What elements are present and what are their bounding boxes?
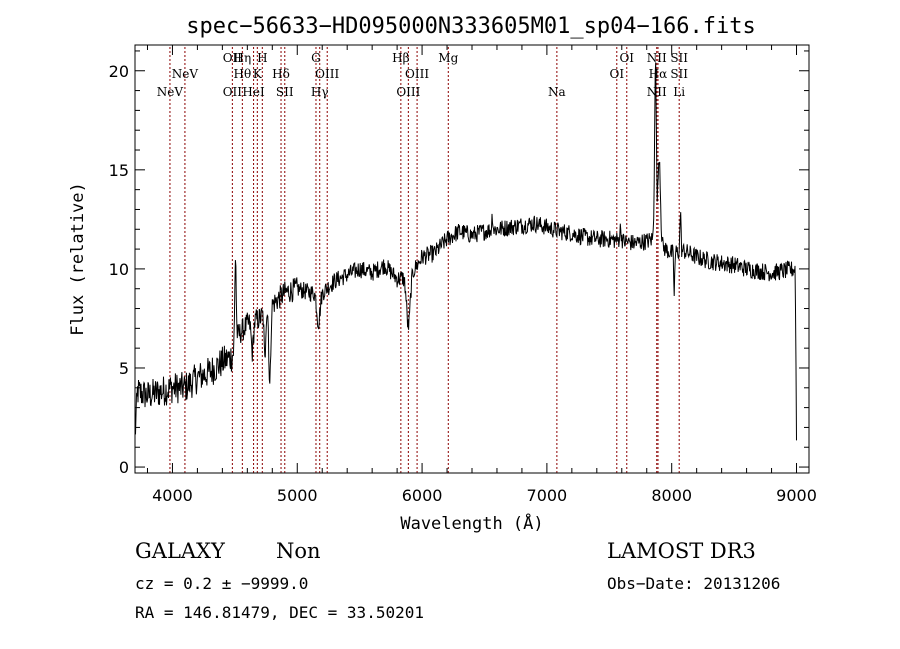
x-tick-label: 8000 — [651, 486, 692, 505]
y-tick-label: 0 — [119, 458, 129, 477]
x-tick-label: 5000 — [277, 486, 318, 505]
line-label: OII — [223, 85, 243, 99]
x-tick-label: 9000 — [776, 486, 817, 505]
y-tick-label: 5 — [119, 359, 129, 378]
line-label: SII — [670, 51, 688, 65]
line-label: Hδ — [272, 67, 290, 81]
y-axis: 0 5 10 15 20 — [109, 50, 809, 477]
object-subclass-label: Non — [276, 539, 321, 563]
emission-line-markers — [169, 47, 680, 473]
line-label: Na — [548, 85, 566, 99]
line-label: Hγ — [311, 85, 329, 99]
line-label: HeI — [242, 85, 265, 99]
chart-title: spec−56633−HD095000N333605M01_sp04−166.f… — [186, 14, 756, 39]
line-label: SII — [670, 67, 688, 81]
line-label: OI — [609, 67, 624, 81]
line-label: OIII — [405, 67, 429, 81]
y-axis-label: Flux (relative) — [68, 182, 88, 336]
line-label: K — [253, 67, 263, 81]
line-label: Hθ — [233, 67, 251, 81]
line-label: H — [257, 51, 267, 65]
x-axis-label: Wavelength (Å) — [400, 512, 543, 534]
line-label: OIII — [396, 85, 420, 99]
line-label: NeV — [172, 67, 199, 81]
line-label: NeV — [157, 85, 184, 99]
line-label: Hη — [234, 51, 252, 65]
line-label: NII — [647, 85, 667, 99]
spectrum-line — [134, 62, 797, 441]
line-label: OIII — [315, 67, 339, 81]
line-label: Li — [673, 85, 685, 99]
x-tick-label: 4000 — [152, 486, 193, 505]
line-label: Mg — [438, 51, 458, 65]
line-label: NII — [647, 51, 667, 65]
redshift-line: cz = 0.2 ± −9999.0 — [135, 574, 309, 593]
line-label: SII — [276, 85, 294, 99]
y-tick-label: 15 — [109, 161, 129, 180]
y-tick-label: 20 — [109, 62, 129, 81]
line-label: Hα — [649, 67, 668, 81]
line-label: G — [311, 51, 321, 65]
line-label: OI — [619, 51, 634, 65]
x-tick-label: 6000 — [402, 486, 443, 505]
coordinates-line: RA = 146.81479, DEC = 33.50201 — [135, 603, 424, 622]
line-label: Hβ — [392, 51, 409, 65]
x-axis: 4000 5000 6000 7000 8000 9000 — [146, 45, 817, 505]
observation-date: Obs−Date: 20131206 — [607, 574, 781, 593]
object-class-label: GALAXY — [135, 539, 225, 563]
survey-label: LAMOST DR3 — [607, 539, 756, 563]
line-label: OII — [223, 51, 243, 65]
y-tick-label: 10 — [109, 260, 129, 279]
x-tick-label: 7000 — [527, 486, 568, 505]
